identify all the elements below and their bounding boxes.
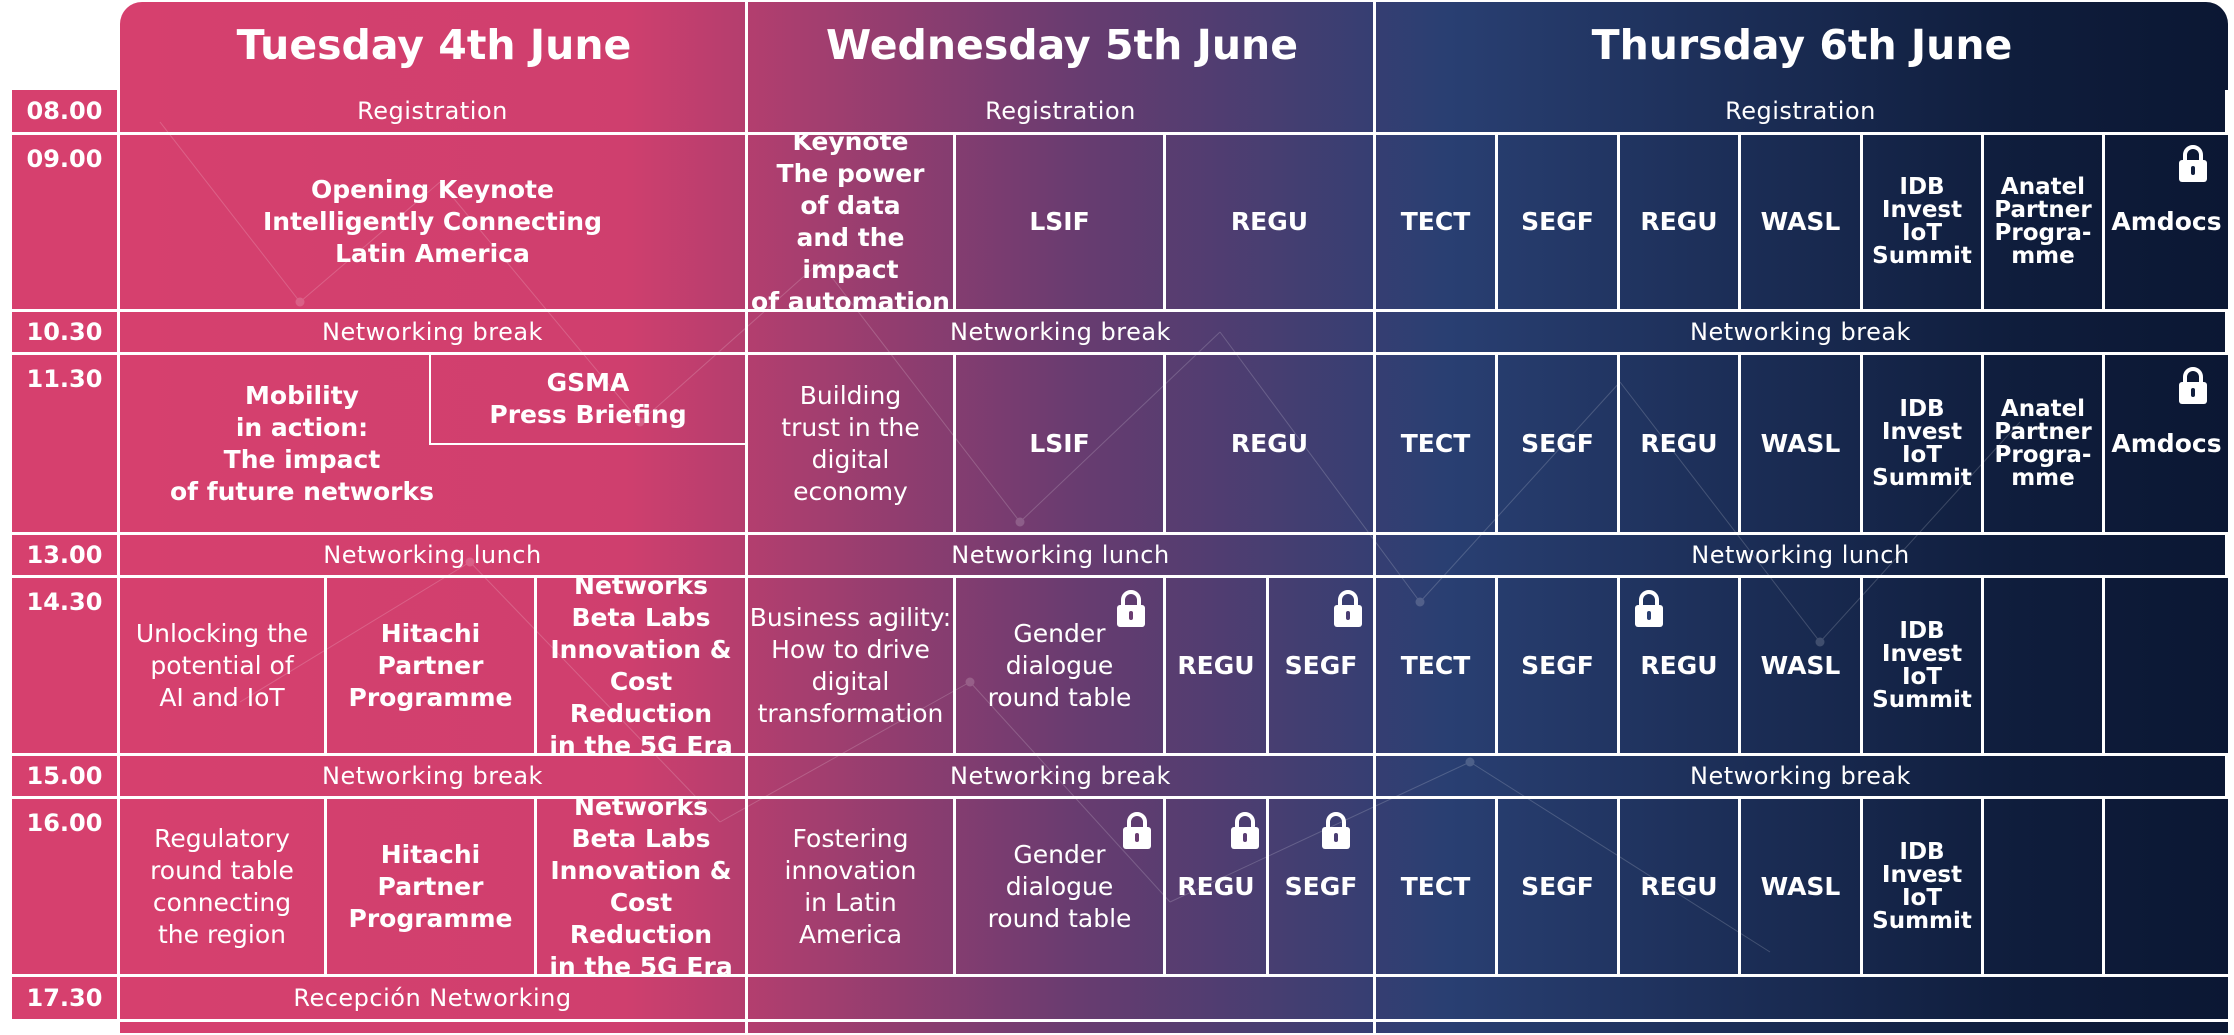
session-networks-beta-labs: Networks Beta Labs Innovation & Cost Reduct… bbox=[537, 571, 748, 760]
session-gender-dialogue: Gender dialogue round table bbox=[956, 799, 1166, 977]
empty-slot bbox=[1984, 578, 2105, 756]
lunch-thu: Networking lunch bbox=[1376, 535, 2228, 578]
session-wasl: WASL bbox=[1741, 355, 1863, 535]
empty-slot bbox=[2105, 578, 2228, 756]
session-segf: SEGF bbox=[1498, 355, 1620, 535]
lock-icon bbox=[1123, 812, 1151, 849]
session-segf: SEGF bbox=[1498, 799, 1620, 977]
session-wasl: WASL bbox=[1741, 799, 1863, 977]
session-tect: TECT bbox=[1376, 578, 1498, 756]
session-regu: REGU bbox=[1166, 578, 1269, 756]
session-regu: REGU bbox=[1620, 355, 1741, 535]
session-anatel: Anatel Partner Progra-mme bbox=[1984, 135, 2105, 312]
lunch-wed: Networking lunch bbox=[748, 535, 1376, 578]
break-tue-1500: Networking break bbox=[120, 756, 748, 799]
time-1430: 14.30 bbox=[12, 578, 117, 756]
session-fostering-innovation: Fostering innovation in Latin America bbox=[748, 799, 956, 977]
session-business-agility: Business agility: How to drive digital tran… bbox=[748, 578, 956, 756]
session-gsma-press: GSMA Press Briefing bbox=[429, 355, 748, 445]
session-building-trust: Building trust in the digital economy bbox=[748, 355, 956, 535]
registration-thu: Registration bbox=[1376, 90, 2228, 135]
break-thu-1500: Networking break bbox=[1376, 756, 2228, 799]
session-tect: TECT bbox=[1376, 355, 1498, 535]
session-amdocs: Amdocs bbox=[2105, 135, 2228, 312]
session-idb-invest: IDB Invest IoT Summit bbox=[1863, 799, 1984, 977]
session-amdocs: Amdocs bbox=[2105, 355, 2228, 535]
empty-slot bbox=[1984, 799, 2105, 977]
empty-slot bbox=[2105, 799, 2228, 977]
time-1130: 11.30 bbox=[12, 355, 117, 535]
day-header-thursday: Thursday 6th June bbox=[1591, 21, 2013, 69]
session-wasl: WASL bbox=[1741, 578, 1863, 756]
reception-networking: Recepción Networking bbox=[120, 977, 748, 1022]
time-0900: 09.00 bbox=[12, 135, 117, 312]
session-hitachi: Hitachi Partner Programme bbox=[327, 578, 537, 756]
break-wed-1030: Networking break bbox=[748, 312, 1376, 355]
registration-tue: Registration bbox=[120, 90, 748, 135]
session-idb-invest: IDB Invest IoT Summit bbox=[1863, 578, 1984, 756]
time-1030: 10.30 bbox=[12, 312, 117, 355]
time-0800: 08.00 bbox=[12, 90, 117, 135]
schedule-background bbox=[120, 2, 2228, 1033]
break-tue-1030: Networking break bbox=[120, 312, 748, 355]
session-idb-invest: IDB Invest IoT Summit bbox=[1863, 135, 1984, 312]
session-regulatory-round-table: Regulatory round table connecting the regio… bbox=[120, 799, 327, 977]
time-1300: 13.00 bbox=[12, 535, 117, 578]
session-regu: REGU bbox=[1166, 135, 1376, 312]
time-1600: 16.00 bbox=[12, 799, 117, 977]
lock-icon bbox=[1334, 590, 1362, 627]
session-keynote-data: Keynote The power of data and the impact of … bbox=[748, 127, 956, 316]
lock-icon bbox=[2179, 145, 2207, 182]
time-1730: 17.30 bbox=[12, 977, 117, 1022]
empty-slot bbox=[748, 977, 1376, 1022]
break-wed-1500: Networking break bbox=[748, 756, 1376, 799]
session-regu: REGU bbox=[1166, 355, 1376, 535]
session-networks-beta-labs: Networks Beta Labs Innovation & Cost Reduct… bbox=[537, 792, 748, 981]
session-segf: SEGF bbox=[1269, 578, 1376, 756]
empty-slot bbox=[1376, 977, 2228, 1022]
day-header-wednesday: Wednesday 5th June bbox=[825, 21, 1299, 69]
session-unlocking-ai: Unlocking the potential of AI and IoT bbox=[120, 578, 327, 756]
session-regu: REGU bbox=[1166, 799, 1269, 977]
session-regu: REGU bbox=[1620, 799, 1741, 977]
session-opening-keynote: Opening Keynote Intelligently Connecting L… bbox=[120, 135, 748, 312]
session-idb-invest: IDB Invest IoT Summit bbox=[1863, 355, 1984, 535]
lock-icon bbox=[2179, 367, 2207, 404]
session-lsif: LSIF bbox=[956, 135, 1166, 312]
session-gender-dialogue: Gender dialogue round table bbox=[956, 578, 1166, 756]
session-hitachi: Hitachi Partner Programme bbox=[327, 799, 537, 977]
session-segf: SEGF bbox=[1498, 135, 1620, 312]
session-tect: TECT bbox=[1376, 135, 1498, 312]
session-anatel: Anatel Partner Progra-mme bbox=[1984, 355, 2105, 535]
lock-icon bbox=[1231, 812, 1259, 849]
session-segf: SEGF bbox=[1498, 578, 1620, 756]
session-tect: TECT bbox=[1376, 799, 1498, 977]
lock-icon bbox=[1635, 590, 1663, 627]
lock-icon bbox=[1117, 590, 1145, 627]
session-regu: REGU bbox=[1620, 135, 1741, 312]
time-1500: 15.00 bbox=[12, 756, 117, 799]
registration-wed: Registration bbox=[748, 90, 1376, 135]
day-header-tuesday: Tuesday 4th June bbox=[236, 21, 632, 69]
session-mobility: Mobility in action: The impact of future ne… bbox=[120, 355, 748, 535]
session-lsif: LSIF bbox=[956, 355, 1166, 535]
session-regu: REGU bbox=[1620, 578, 1741, 756]
lock-icon bbox=[1322, 812, 1350, 849]
session-wasl: WASL bbox=[1741, 135, 1863, 312]
break-thu-1030: Networking break bbox=[1376, 312, 2228, 355]
session-segf: SEGF bbox=[1269, 799, 1376, 977]
lunch-tue: Networking lunch bbox=[120, 535, 748, 578]
